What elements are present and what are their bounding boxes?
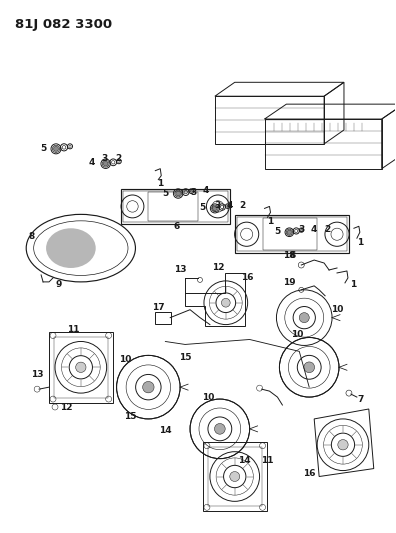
Text: 1: 1: [267, 217, 274, 226]
Text: 10: 10: [202, 393, 214, 401]
Text: 16: 16: [303, 469, 316, 478]
Text: 6: 6: [289, 251, 295, 260]
Text: 1: 1: [350, 280, 356, 289]
Bar: [263, 219, 317, 250]
Text: 18: 18: [283, 251, 295, 260]
Text: 1: 1: [357, 238, 363, 247]
Bar: [203, 442, 267, 511]
Text: 6: 6: [173, 222, 179, 231]
Bar: [155, 312, 171, 324]
Text: 5: 5: [199, 203, 205, 212]
Text: 2: 2: [324, 225, 330, 234]
Circle shape: [230, 472, 240, 481]
Text: 7: 7: [358, 394, 364, 403]
Text: 1: 1: [157, 179, 164, 188]
Text: 19: 19: [283, 278, 296, 287]
Text: 11: 11: [261, 456, 274, 465]
Circle shape: [143, 382, 154, 393]
Circle shape: [103, 161, 108, 166]
Text: 3: 3: [190, 188, 196, 197]
Text: 14: 14: [159, 426, 171, 435]
Circle shape: [338, 440, 348, 450]
Circle shape: [287, 230, 291, 235]
Text: 3: 3: [215, 201, 221, 210]
Text: 12: 12: [60, 402, 72, 411]
Text: 11: 11: [67, 325, 79, 334]
Text: 5: 5: [274, 227, 280, 236]
Bar: [237, 217, 347, 251]
Text: 13: 13: [174, 265, 187, 274]
Circle shape: [176, 191, 181, 196]
Text: 16: 16: [242, 273, 254, 282]
Circle shape: [76, 362, 86, 373]
Bar: [49, 332, 112, 403]
Circle shape: [53, 147, 59, 151]
Bar: [120, 189, 230, 224]
Text: 4: 4: [89, 158, 95, 167]
Circle shape: [215, 424, 225, 434]
Text: 2: 2: [116, 154, 122, 163]
Text: 5: 5: [162, 189, 168, 198]
Circle shape: [221, 298, 230, 307]
Text: 17: 17: [152, 303, 165, 312]
Text: 10: 10: [119, 355, 132, 364]
Text: 3: 3: [298, 225, 305, 234]
Text: 13: 13: [31, 370, 44, 379]
Circle shape: [299, 313, 309, 322]
Text: 8: 8: [28, 232, 34, 241]
Text: 2: 2: [240, 201, 246, 210]
Text: 14: 14: [238, 456, 251, 465]
Bar: [122, 190, 228, 222]
Text: 3: 3: [101, 154, 108, 163]
Text: 5: 5: [40, 144, 46, 154]
Text: 4: 4: [227, 201, 233, 210]
Bar: [208, 447, 261, 506]
Text: 4: 4: [311, 225, 317, 234]
Text: 15: 15: [179, 353, 191, 362]
Bar: [54, 336, 108, 398]
Text: 10: 10: [291, 330, 303, 339]
Ellipse shape: [46, 228, 96, 268]
Text: 10: 10: [331, 305, 343, 314]
Bar: [148, 191, 198, 221]
Text: 81J 082 3300: 81J 082 3300: [15, 18, 112, 31]
Circle shape: [213, 206, 217, 211]
Circle shape: [304, 362, 314, 373]
Text: 4: 4: [203, 186, 209, 195]
Text: 15: 15: [124, 413, 137, 422]
Text: 12: 12: [211, 263, 224, 272]
Bar: [235, 215, 349, 253]
Text: 9: 9: [56, 280, 62, 289]
